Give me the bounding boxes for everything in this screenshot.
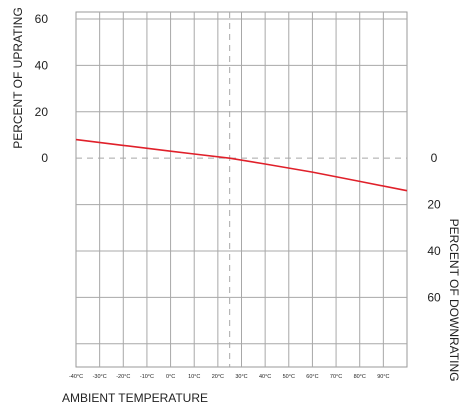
y-left-tick-label: 20 [35, 105, 49, 119]
horizontal-grid [76, 18, 407, 345]
x-tick-labels: -40°C -30°C -20°C -10°C 0°C 10°C 20°C 30°C 40°C 5… [69, 374, 390, 380]
x-tick-label: 60°C [306, 374, 318, 380]
series-layer [75, 138, 408, 192]
x-tick-label: 10°C [188, 374, 200, 380]
x-tick-label: 40°C [259, 374, 271, 380]
x-tick-label: 30°C [235, 374, 247, 380]
y-right-tick-label: 60 [427, 290, 441, 304]
y-right-axis-title: PERCENT OF DOWNRATING [447, 219, 461, 382]
y-left-axis-title: PERCENT OF UPRATING [11, 7, 25, 149]
x-tick-label: 90°C [377, 374, 389, 380]
y-right-tick-label: 0 [431, 151, 438, 165]
x-tick-label: -20°C [116, 374, 130, 380]
x-tick-label: -40°C [69, 374, 83, 380]
x-tick-label: 80°C [354, 374, 366, 380]
y-right-tick-label: 20 [427, 198, 441, 212]
y-right-tick-labels: 0 20 40 60 [427, 151, 441, 304]
y-left-tick-labels: 60 40 20 0 [35, 12, 49, 165]
y-left-tick-label: 60 [35, 12, 49, 26]
y-right-tick-label: 40 [427, 244, 441, 258]
x-tick-label: 50°C [283, 374, 295, 380]
y-left-tick-label: 40 [35, 58, 49, 72]
x-tick-label: 0°C [166, 374, 175, 380]
series-line [75, 138, 408, 192]
x-tick-label: -30°C [93, 374, 107, 380]
x-tick-label: 70°C [330, 374, 342, 380]
x-tick-label: 20°C [212, 374, 224, 380]
reference-lines [76, 12, 407, 367]
x-tick-label: -10°C [140, 374, 154, 380]
vertical-grid [99, 12, 384, 367]
x-axis-title: AMBIENT TEMPERATURE [62, 391, 208, 405]
y-left-tick-label: 0 [41, 151, 48, 165]
